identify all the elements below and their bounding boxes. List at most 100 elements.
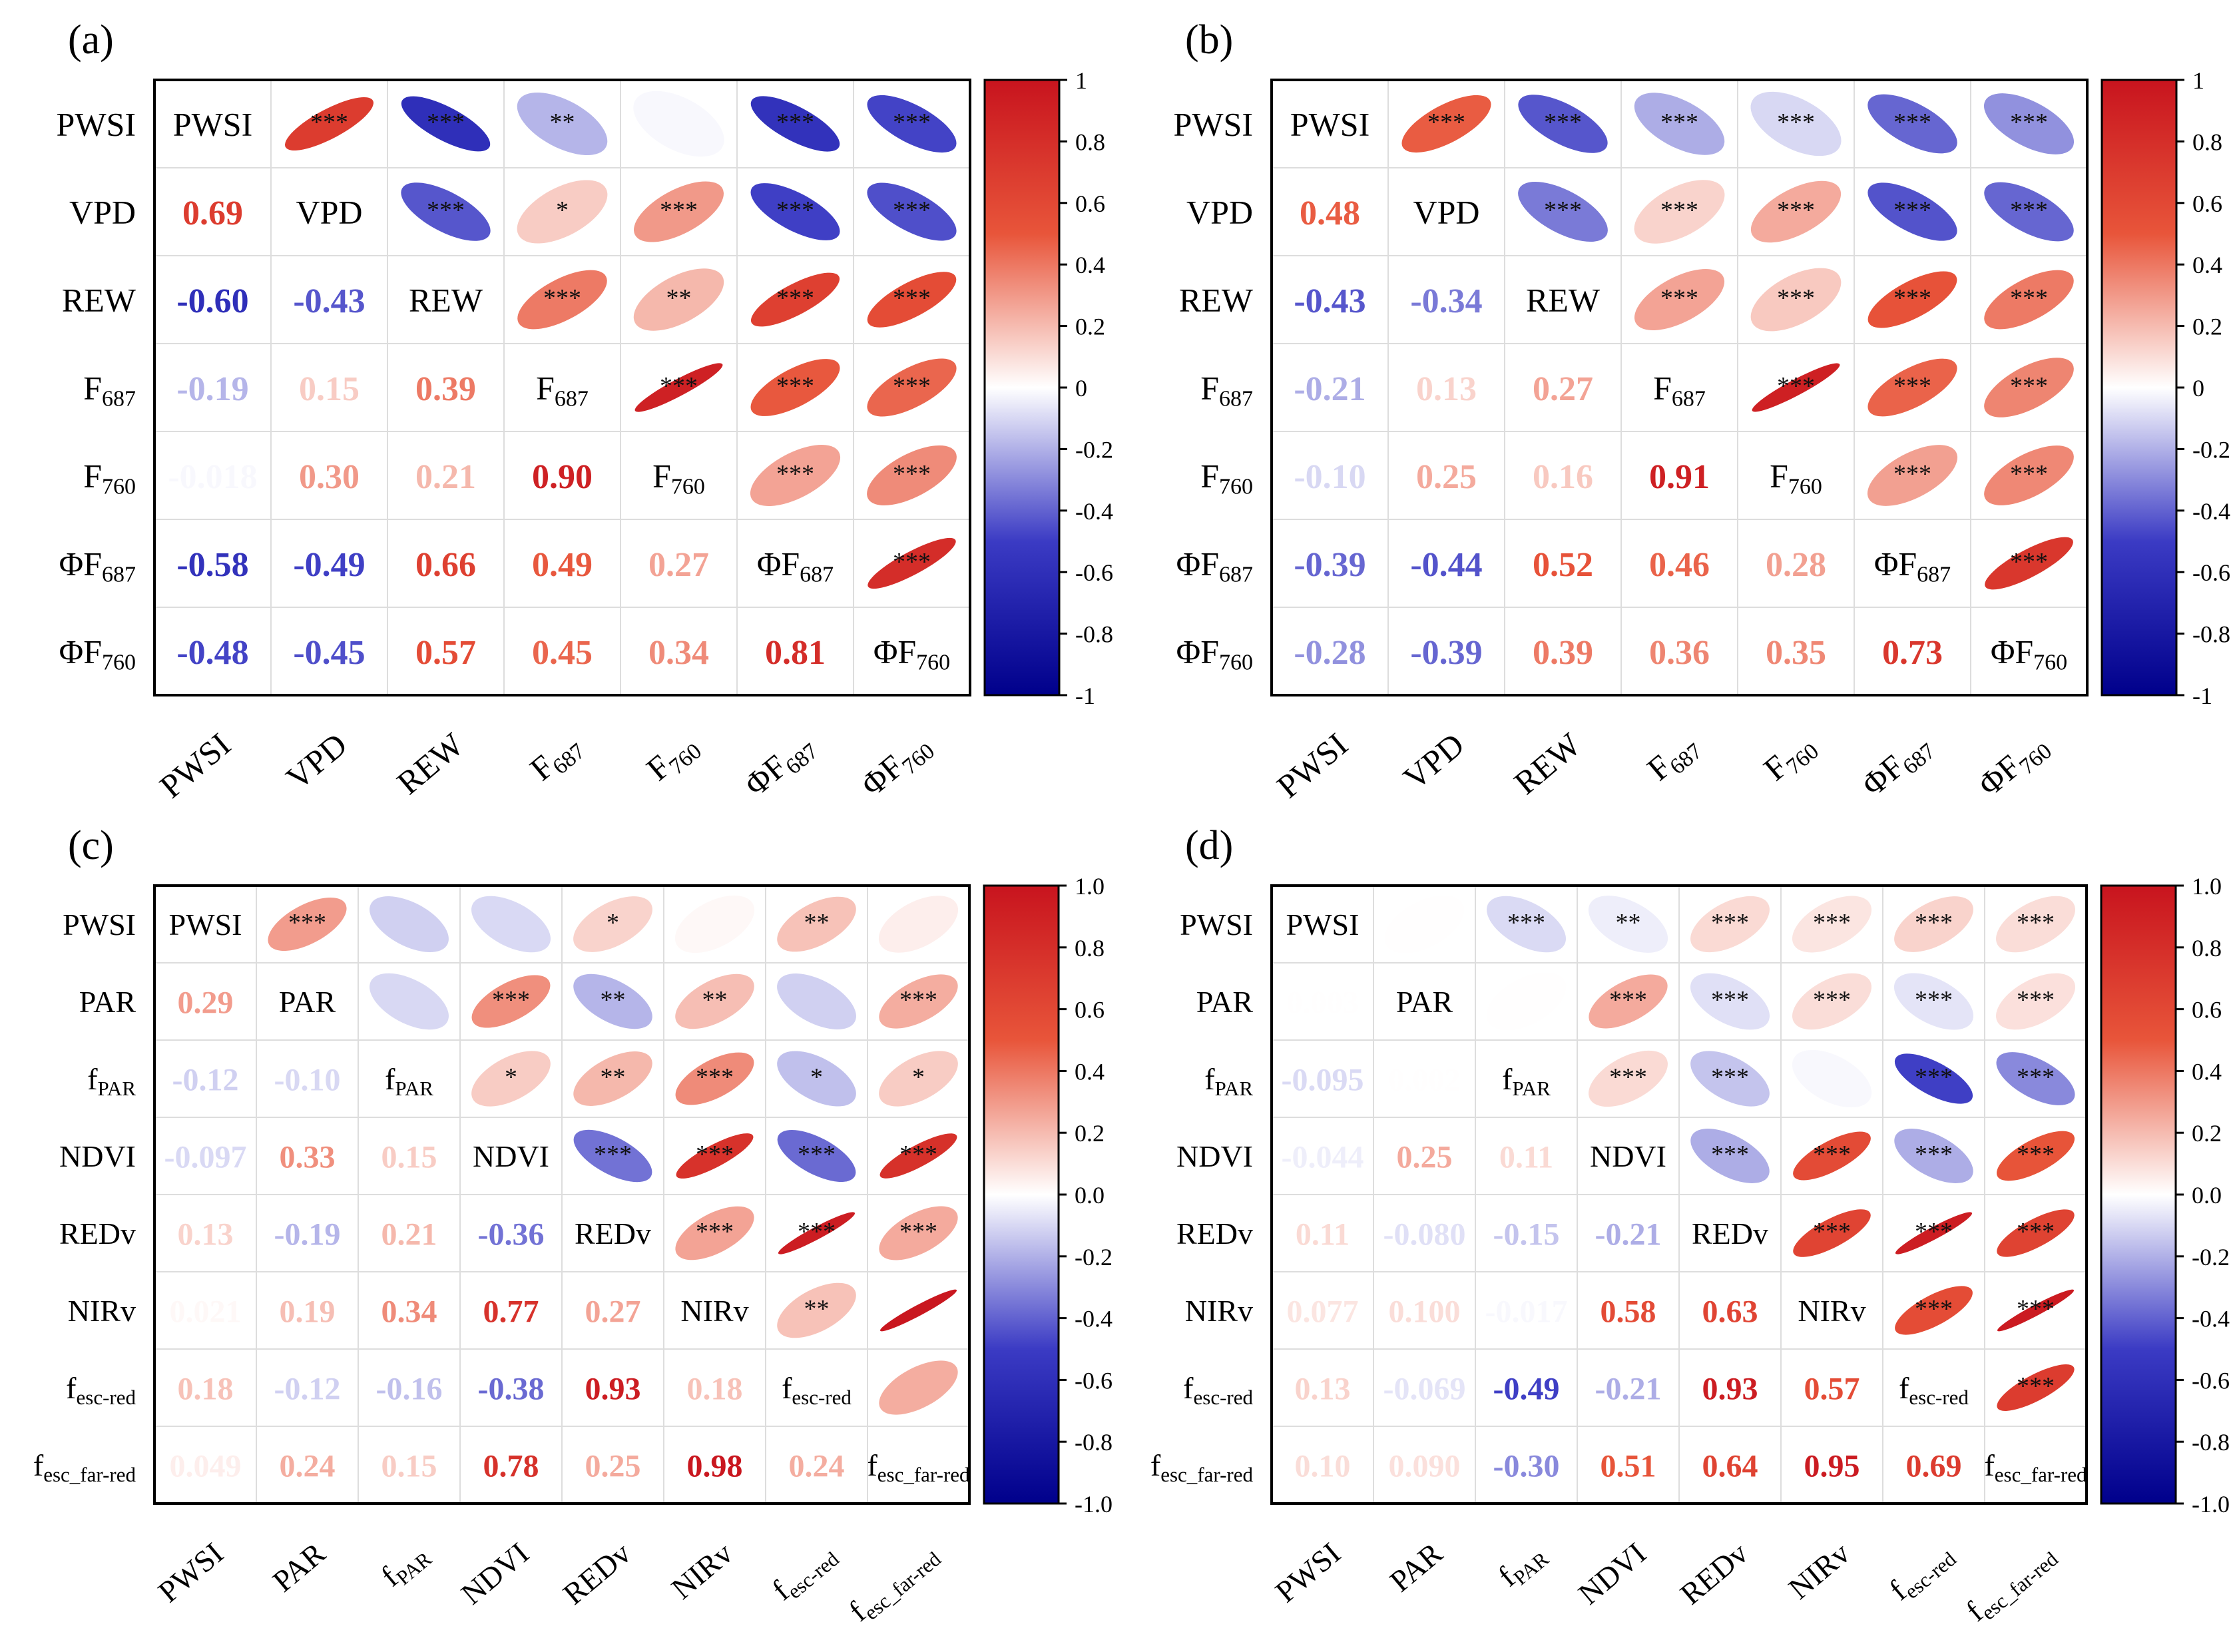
- correlation-ellipse: [879, 974, 958, 1029]
- significance-mark: ***: [696, 1063, 734, 1091]
- correlation-ellipse: [1894, 896, 1973, 952]
- correlation-ellipse: [1867, 94, 1957, 154]
- colorbar-tick-label: -0.8: [2192, 1429, 2230, 1456]
- colorbar-tick-label: 0.8: [2192, 935, 2222, 962]
- correlation-value-label: 0.25: [1397, 1139, 1453, 1175]
- correlation-ellipse: [634, 363, 723, 412]
- significance-mark: ***: [1915, 1063, 1953, 1091]
- significance-mark: ***: [776, 372, 814, 400]
- significance-mark: ***: [893, 196, 931, 224]
- correlation-ellipse: [1792, 1049, 1872, 1108]
- significance-mark: ***: [696, 1141, 734, 1169]
- x-axis-label: ΦF760: [1971, 726, 2057, 808]
- diagonal-label: ΦF687: [757, 545, 834, 587]
- correlation-value-label: 0.100: [1389, 1294, 1461, 1329]
- correlation-ellipse: [1690, 896, 1770, 953]
- significance-mark: ***: [2010, 460, 2048, 488]
- correlation-value-label: 0.51: [1601, 1448, 1656, 1484]
- colorbar-tick-label: 0.8: [1075, 129, 1105, 155]
- x-axis-label: PWSI: [152, 1536, 230, 1609]
- colorbar-tick-label: -1.0: [2192, 1491, 2230, 1517]
- plot-frame: [153, 884, 971, 1505]
- correlation-value-label: -0.069: [1383, 1371, 1466, 1406]
- significance-mark: ***: [776, 109, 814, 137]
- colorbar-tick-label: 0.8: [2192, 129, 2222, 155]
- correlation-ellipse: [370, 896, 449, 952]
- correlation-value-label: -0.044: [1282, 1139, 1364, 1175]
- significance-mark: ***: [2017, 986, 2055, 1014]
- significance-mark: ***: [899, 1218, 937, 1246]
- correlation-ellipse: [867, 445, 957, 506]
- significance-mark: ***: [2010, 109, 2048, 137]
- correlation-value-label: -0.60: [176, 282, 248, 320]
- correlation-ellipse: [573, 973, 652, 1029]
- x-axis-label: VPD: [1396, 726, 1471, 797]
- diagonal-label: fesc_far-red: [867, 1448, 970, 1486]
- significance-mark: ***: [893, 109, 931, 137]
- colorbar-tick-label: 0.2: [2192, 1120, 2222, 1147]
- y-axis-label: F687: [1200, 370, 1253, 412]
- diagonal-label: ΦF760: [1991, 633, 2067, 675]
- correlation-value-label: 0.81: [765, 634, 826, 672]
- x-axis-label: fesc_far-red: [842, 1535, 945, 1631]
- diagonal-label: fPAR: [1502, 1062, 1551, 1100]
- correlation-value-label: 0.021: [170, 1294, 242, 1329]
- correlation-value-label: 0.25: [1416, 458, 1477, 496]
- correlation-ellipse: [1750, 91, 1842, 156]
- correlation-ellipse: [1867, 271, 1957, 328]
- correlation-value-label: 0.48: [1300, 194, 1360, 232]
- correlation-ellipse: [879, 1051, 958, 1107]
- correlation-ellipse: [1984, 445, 2074, 505]
- x-axis-label: PAR: [266, 1535, 332, 1598]
- correlation-ellipse: [471, 1051, 551, 1107]
- x-axis-label: VPD: [279, 726, 354, 797]
- colorbar-tick-label: 0.2: [1075, 1120, 1105, 1147]
- correlation-value-label: 0.90: [532, 458, 593, 496]
- significance-mark: ***: [1813, 909, 1851, 937]
- correlation-ellipse: [1518, 95, 1608, 153]
- x-axis-label: fPAR: [1491, 1535, 1553, 1596]
- correlation-ellipse: [517, 270, 607, 330]
- significance-mark: ***: [1427, 109, 1465, 137]
- diagonal-label: VPD: [296, 194, 362, 231]
- correlogram-panel-3: (d)PWSI *** ** *** *** *** ***0.003 PAR *** *** **…: [1150, 823, 2230, 1631]
- colorbar-tick-label: -0.8: [1075, 1429, 1113, 1456]
- y-axis-label: fPAR: [87, 1062, 136, 1100]
- colorbar-tick-label: 0.6: [1075, 997, 1105, 1023]
- correlation-ellipse: [1589, 974, 1668, 1029]
- x-axis-label: F760: [639, 726, 706, 792]
- colorbar-tick-label: -0.4: [1075, 1306, 1113, 1332]
- correlation-value-label: 0.64: [1702, 1448, 1758, 1484]
- correlation-value-label: 0.93: [1702, 1371, 1758, 1406]
- panel-label: (a): [68, 17, 114, 63]
- correlation-ellipse: [1984, 358, 2074, 417]
- significance-mark: ***: [2017, 1218, 2055, 1246]
- significance-mark: ***: [2010, 372, 2048, 400]
- correlation-ellipse: [777, 1282, 856, 1338]
- significance-mark: ***: [893, 372, 931, 400]
- correlation-value-label: 0.19: [280, 1294, 336, 1329]
- correlation-value-label: -0.16: [376, 1371, 443, 1406]
- correlation-value-label: -0.12: [274, 1371, 341, 1406]
- x-axis-label: fesc-red: [1883, 1535, 1961, 1610]
- correlation-value-label: -0.10: [1294, 458, 1366, 496]
- correlation-ellipse: [676, 1133, 754, 1179]
- diagonal-label: NDVI: [473, 1139, 549, 1173]
- significance-mark: ***: [1777, 284, 1815, 312]
- colorbar-tick-label: 0: [1075, 375, 1087, 402]
- y-axis-label: NIRv: [68, 1294, 136, 1328]
- significance-mark: ***: [2010, 196, 2048, 224]
- significance-mark: ***: [2017, 1141, 2055, 1169]
- correlation-ellipse: [777, 1051, 856, 1107]
- y-axis-label: F687: [83, 370, 136, 412]
- correlation-value-label: 0.16: [1533, 458, 1593, 496]
- correlation-ellipse: [750, 96, 840, 152]
- significance-mark: ***: [1915, 1141, 1953, 1169]
- correlation-ellipse: [1984, 270, 2074, 330]
- correlation-value-label: -0.49: [293, 546, 365, 584]
- correlation-ellipse: [573, 1051, 652, 1106]
- correlogram-panel-1: (b) PWSI *** *** *** *** *** *** 0.48 VPD *** *** **…: [1174, 17, 2230, 807]
- correlation-value-label: 0.39: [1533, 634, 1593, 672]
- colorbar-tick-label: -0.6: [2192, 1367, 2230, 1394]
- x-axis-label: PWSI: [1270, 726, 1355, 806]
